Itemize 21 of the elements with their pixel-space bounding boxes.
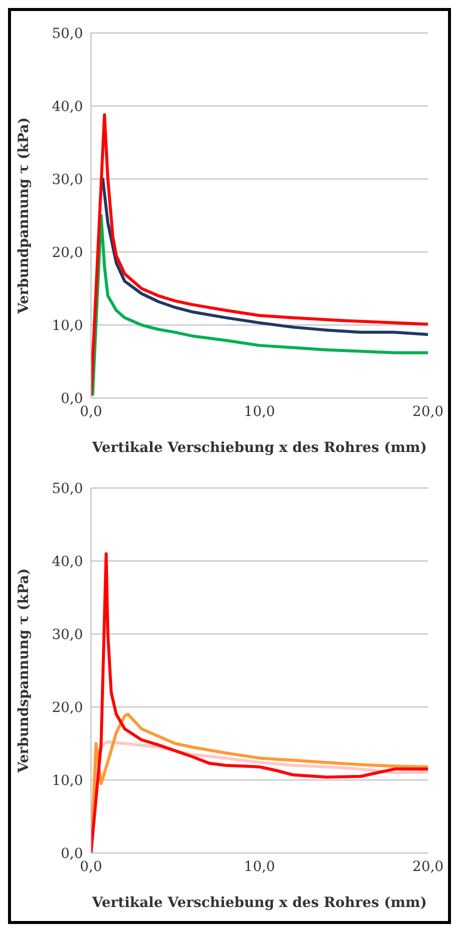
- x-axis-title: Vertikale Verschiebung x des Rohres (mm): [91, 440, 427, 456]
- x-tick-label: 10,0: [244, 858, 276, 875]
- y-tick-label: 40,0: [52, 554, 83, 570]
- y-tick-label: 50,0: [52, 26, 83, 42]
- line-series: [101, 178, 428, 336]
- x-tick-label: 20,0: [412, 858, 444, 875]
- y-tick-label: 20,0: [52, 244, 83, 261]
- x-axis-title: Vertikale Verschiebung x des Rohres (mm): [91, 895, 427, 911]
- y-axis-title: Verbundpannung τ (kPa): [16, 117, 32, 315]
- y-tick-label: 10,0: [52, 318, 83, 334]
- y-tick-label: 30,0: [52, 172, 83, 188]
- y-tick-label: 50,0: [52, 480, 83, 497]
- line-series: [91, 113, 428, 396]
- y-axis-title: Verbundspannung τ (kPa): [16, 568, 32, 774]
- y-tick-label: 30,0: [52, 626, 83, 643]
- line-series: [91, 214, 428, 396]
- x-tick-label: 10,0: [244, 404, 276, 420]
- y-tick-label: 40,0: [52, 98, 83, 115]
- x-tick-label: 20,0: [412, 404, 444, 420]
- y-tick-label: 20,0: [52, 700, 83, 716]
- y-tick-label: 10,0: [52, 772, 83, 789]
